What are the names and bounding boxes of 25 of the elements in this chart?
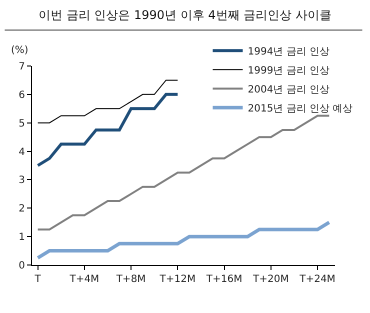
y-tick-label: 3 <box>18 175 25 186</box>
line-series <box>36 220 331 260</box>
chart-title: 이번 금리 인상은 1990년 이후 4번째 금리인상 사이클 <box>38 8 332 22</box>
x-tick-label: T+8M <box>115 274 146 285</box>
y-tick-label: 5 <box>18 118 25 130</box>
legend-label: 1999년 금리 인상 <box>248 66 330 77</box>
legend-label: 2004년 금리 인상 <box>248 84 330 96</box>
x-tick-label: T+20M <box>252 274 289 285</box>
legend-label: 1994년 금리 인상 <box>248 46 330 58</box>
x-tick-label: T+16M <box>205 274 242 285</box>
y-tick-label: 0 <box>18 260 25 272</box>
x-tick-label: T <box>34 274 42 285</box>
line-series <box>37 80 178 124</box>
x-tick-label: T+12M <box>158 274 196 285</box>
x-tick-label: T+4M <box>68 274 100 285</box>
y-axis-title: (%) <box>11 45 28 56</box>
y-tick-label: 1 <box>18 232 25 244</box>
legend-label: 2015년 금리 인상 예상 <box>248 104 353 115</box>
line-series <box>36 114 330 230</box>
line-series <box>36 92 180 167</box>
y-tick-label: 6 <box>18 90 25 101</box>
y-tick-label: 7 <box>18 62 25 72</box>
y-tick-label: 4 <box>18 146 25 158</box>
x-tick-label: T+24M <box>298 274 336 285</box>
y-tick-label: 2 <box>18 204 25 215</box>
